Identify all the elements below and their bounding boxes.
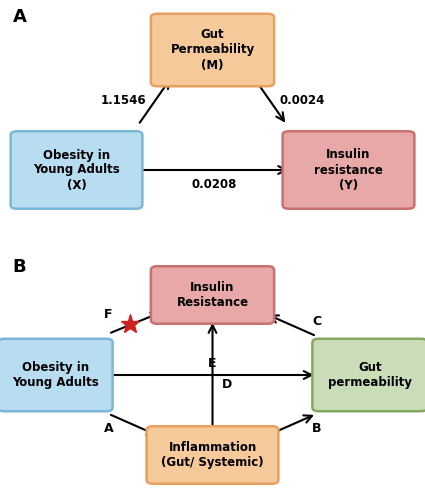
Text: B: B [13, 258, 26, 276]
Text: A: A [13, 8, 27, 26]
FancyBboxPatch shape [0, 339, 113, 411]
FancyBboxPatch shape [11, 131, 142, 209]
Text: E: E [208, 357, 217, 370]
Text: 0.0208: 0.0208 [192, 178, 237, 192]
Text: Obesity in
Young Adults: Obesity in Young Adults [12, 361, 99, 389]
Text: Insulin
Resistance: Insulin Resistance [176, 281, 249, 309]
FancyBboxPatch shape [312, 339, 425, 411]
Text: 1.1546: 1.1546 [100, 94, 146, 106]
Text: Insulin
resistance
(Y): Insulin resistance (Y) [314, 148, 383, 192]
FancyBboxPatch shape [283, 131, 414, 209]
Text: Inflammation
(Gut/ Systemic): Inflammation (Gut/ Systemic) [161, 441, 264, 469]
FancyBboxPatch shape [151, 14, 274, 86]
Text: A: A [104, 422, 113, 435]
FancyBboxPatch shape [151, 266, 274, 324]
Text: Gut
Permeability
(M): Gut Permeability (M) [170, 28, 255, 72]
FancyBboxPatch shape [147, 426, 278, 484]
Text: 0.0024: 0.0024 [279, 94, 324, 106]
Text: Obesity in
Young Adults
(X): Obesity in Young Adults (X) [33, 148, 120, 192]
Text: D: D [222, 378, 232, 392]
Text: Gut
permeability: Gut permeability [328, 361, 412, 389]
Text: F: F [104, 308, 113, 322]
Text: B: B [312, 422, 321, 435]
Text: C: C [312, 315, 321, 328]
